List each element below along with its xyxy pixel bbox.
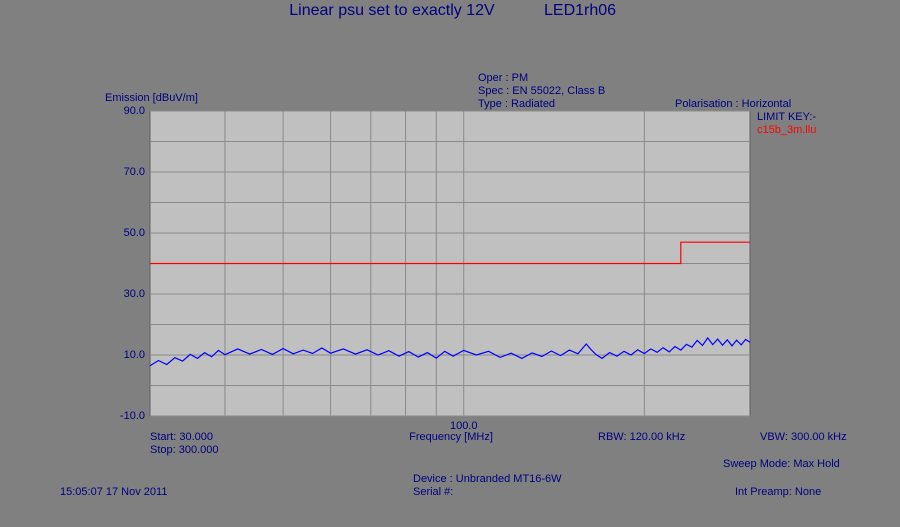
info-text: Spec : EN 55022, Class B: [478, 85, 605, 97]
footer-text: Serial #:: [413, 486, 453, 498]
y-tick-label: 70.0: [124, 166, 145, 178]
legend-entry: c15b_3m.llu: [757, 124, 816, 136]
y-tick-label: 50.0: [124, 227, 145, 239]
info-text: LIMIT KEY:-: [757, 111, 816, 123]
series-line: [149, 336, 751, 367]
x-tick-label: 100.0: [450, 420, 478, 432]
y-tick-label: 10.0: [124, 349, 145, 361]
footer-text: 15:05:07 17 Nov 2011: [60, 486, 167, 498]
y-axis-label: Emission [dBuV/m]: [105, 92, 198, 104]
x-axis-label: Frequency [MHz]: [409, 431, 493, 443]
y-tick-label: -10.0: [120, 410, 145, 422]
y-tick-label: 90.0: [124, 105, 145, 117]
series-line: [150, 241, 750, 265]
y-tick-label: 30.0: [124, 288, 145, 300]
info-text: Polarisation : Horizontal: [675, 98, 791, 110]
info-text: Type : Radiated: [478, 98, 555, 110]
footer-text: Start: 30.000: [150, 431, 213, 443]
info-text: Oper : PM: [478, 72, 528, 84]
footer-text: Device : Unbranded MT16-6W: [413, 473, 562, 485]
footer-text: RBW: 120.00 kHz: [598, 431, 685, 443]
footer-text: Sweep Mode: Max Hold: [723, 458, 840, 470]
footer-text: Int Preamp: None: [735, 486, 821, 498]
chart-subtitle: LED1rh06: [544, 2, 616, 19]
footer-text: Stop: 300.000: [150, 444, 219, 456]
footer-text: VBW: 300.00 kHz: [760, 431, 847, 443]
chart-title: Linear psu set to exactly 12V: [289, 2, 495, 19]
